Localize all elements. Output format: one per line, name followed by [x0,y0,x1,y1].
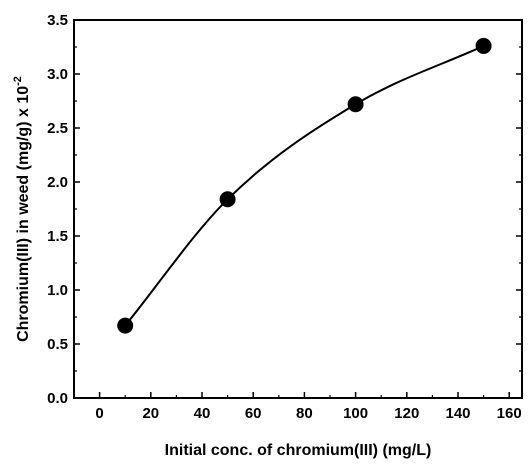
x-tick-label: 120 [394,405,419,422]
data-point [475,37,492,54]
data-point [347,96,364,113]
data-point [219,191,236,208]
plot-area-frame [73,19,523,399]
fit-curve [124,45,485,327]
x-tick-label: 60 [245,405,262,422]
y-tick-label: 0.0 [47,390,68,407]
x-tick-label: 40 [194,405,211,422]
y-tick-label: 2.0 [47,174,68,191]
y-tick-label: 3.0 [47,66,68,83]
x-tick-label: 80 [296,405,313,422]
x-axis-title: Initial conc. of chromium(III) (mg/L) [165,442,432,459]
y-tick-label: 1.0 [47,282,68,299]
y-tick-label: 2.5 [47,120,68,137]
ticks-layer: 0 20 40 60 80 100 120 140 160 0.0 0.5 1.0 1.5 2.0 2.5 3… [47,12,522,422]
y-axis-title-main: Chromium(III) in weed (mg/g) x 10 [15,86,32,342]
y-axis-title: Chromium(III) in weed (mg/g) x 10-2 [12,76,32,342]
y-tick-label: 1.5 [47,228,68,245]
x-tick-label: 0 [95,405,103,422]
x-tick-label: 20 [142,405,159,422]
y-tick-label: 3.5 [47,12,68,29]
x-tick-label: 140 [445,405,470,422]
x-tick-label: 100 [343,405,368,422]
y-axis-title-exponent: -2 [12,76,24,86]
x-tick-label: 160 [497,405,522,422]
data-point [117,317,134,334]
y-tick-label: 0.5 [47,336,68,353]
points-layer [117,37,492,334]
